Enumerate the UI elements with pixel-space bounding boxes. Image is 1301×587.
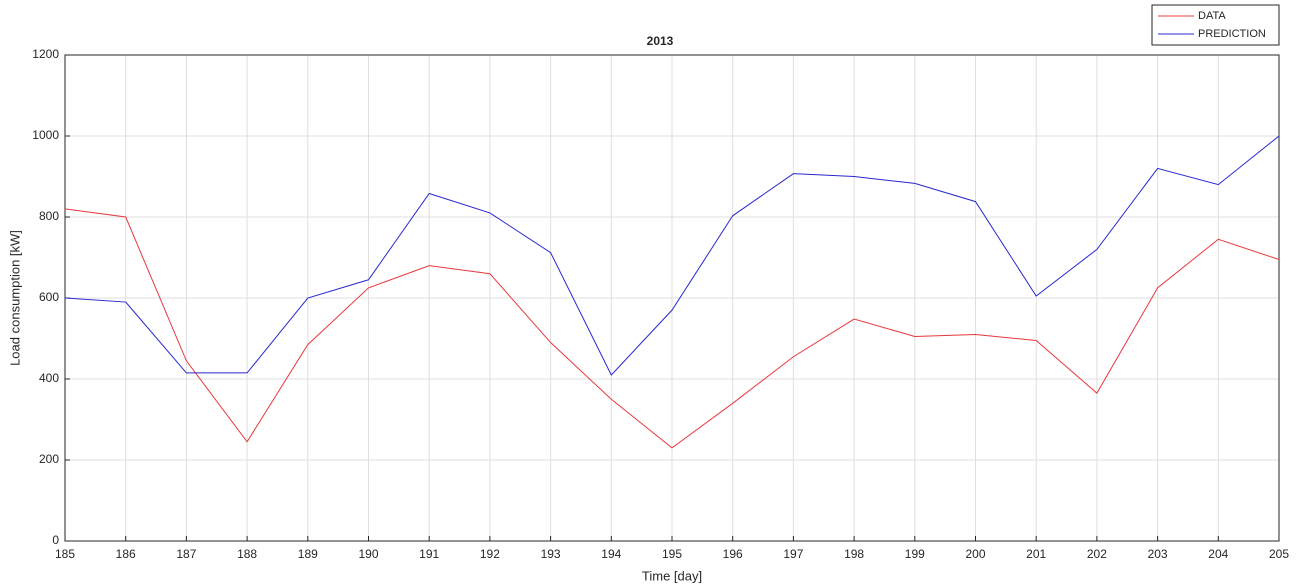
x-tick-label: 194 [601, 547, 621, 561]
x-tick-label: 191 [419, 547, 439, 561]
x-tick-label: 188 [237, 547, 257, 561]
y-tick-label: 200 [39, 452, 59, 466]
x-tick-label: 185 [55, 547, 75, 561]
y-axis-label: Load consumption [kW] [7, 230, 22, 366]
x-tick-label: 204 [1208, 547, 1228, 561]
x-tick-label: 193 [541, 547, 561, 561]
x-axis-label: Time [day] [642, 568, 702, 583]
x-tick-label: 187 [176, 547, 196, 561]
x-tick-label: 202 [1087, 547, 1107, 561]
y-tick-label: 1000 [32, 128, 59, 142]
y-tick-label: 800 [39, 209, 59, 223]
y-tick-label: 1200 [32, 47, 59, 61]
x-tick-label: 203 [1148, 547, 1168, 561]
x-tick-label: 199 [905, 547, 925, 561]
data-line [64, 135, 1280, 376]
x-tick-label: 189 [298, 547, 318, 561]
x-tick-label: 192 [480, 547, 500, 561]
x-tick-label: 197 [783, 547, 803, 561]
x-tick-label: 205 [1269, 547, 1289, 561]
legend-box [1151, 4, 1280, 46]
x-tick-label: 196 [723, 547, 743, 561]
y-tick-label: 0 [52, 533, 59, 547]
x-tick-label: 201 [1026, 547, 1046, 561]
x-tick-label: 186 [116, 547, 136, 561]
data-line [64, 208, 1280, 449]
x-tick-label: 195 [662, 547, 682, 561]
chart-title: 2013 [647, 34, 674, 48]
x-tick-label: 190 [358, 547, 378, 561]
y-tick-label: 600 [39, 290, 59, 304]
legend-label: DATA [1198, 10, 1226, 22]
x-tick-label: 198 [844, 547, 864, 561]
y-tick-label: 400 [39, 371, 59, 385]
x-tick-label: 200 [965, 547, 985, 561]
legend-label: PREDICTION [1198, 28, 1266, 40]
